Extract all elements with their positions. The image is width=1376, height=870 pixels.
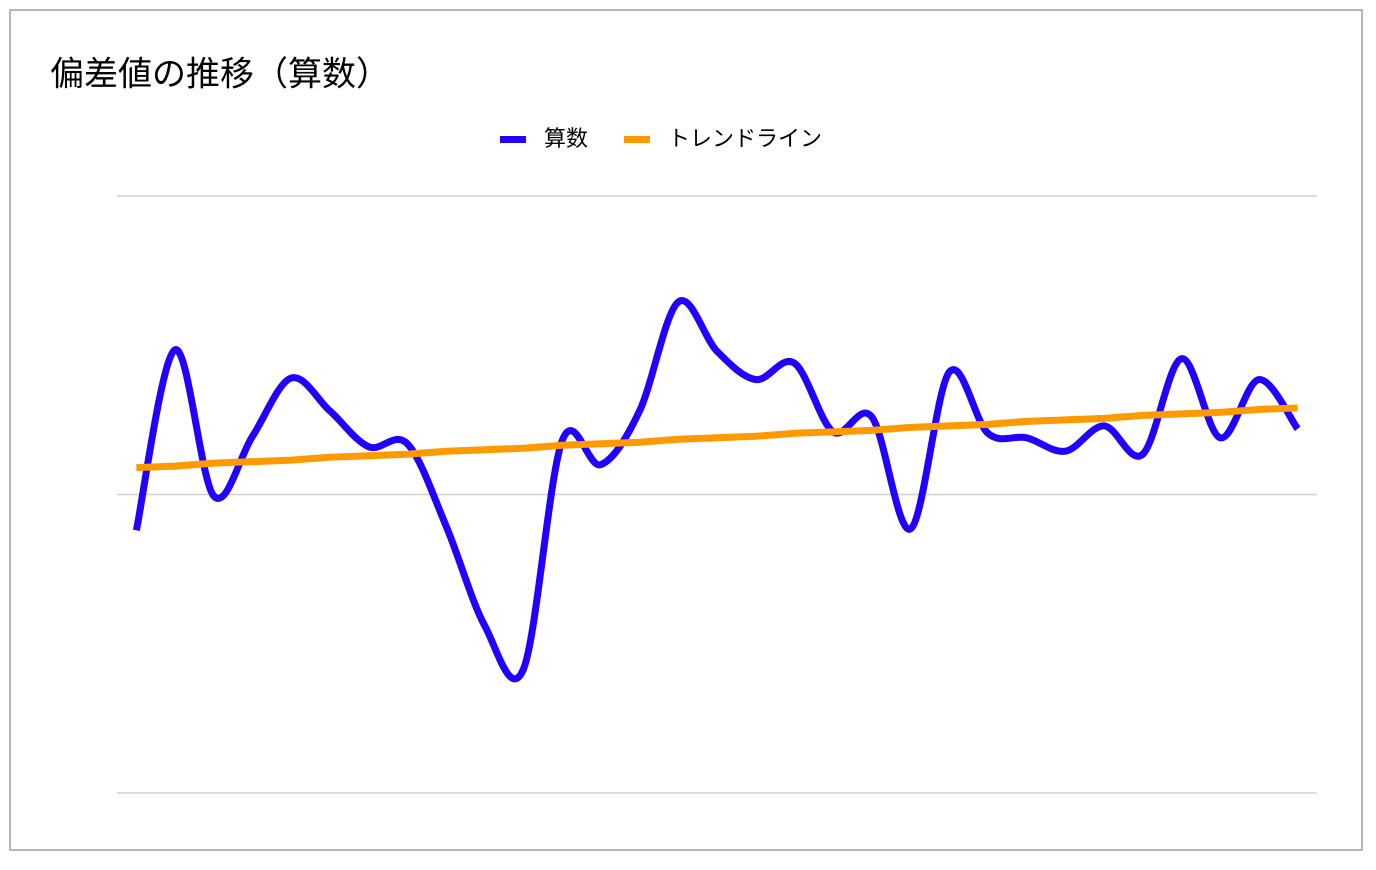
data-line	[136, 404, 1298, 472]
chart-title: 偏差値の推移（算数）	[50, 55, 390, 95]
chart-frame	[9, 9, 1363, 851]
legend-label: トレンドライン	[668, 127, 822, 152]
legend-label: 算数	[544, 127, 588, 152]
data-line	[132, 297, 1301, 683]
legend-swatch	[500, 136, 526, 143]
legend-swatch	[624, 136, 651, 143]
legend: 算数 トレンドライン	[500, 127, 822, 152]
